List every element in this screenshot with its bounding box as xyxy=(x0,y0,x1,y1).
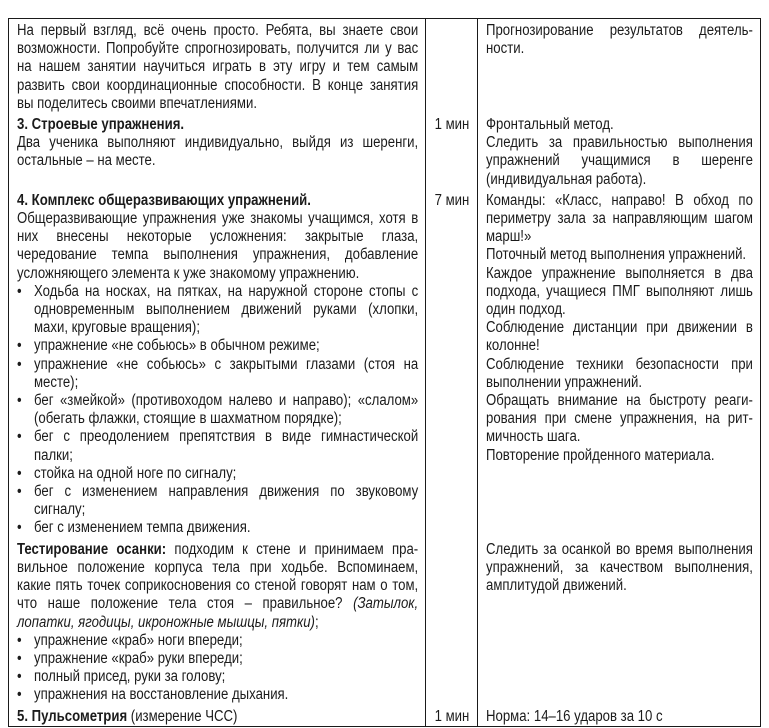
table-row-posture-test: Тестирование осанки: подходим к стене и … xyxy=(9,537,761,705)
content-cell: 5. Пульсометрия (измерение ЧСС) xyxy=(9,705,426,727)
notes-cell: Команды: «Класс, направо! В обход по пер… xyxy=(477,188,761,538)
exercise-list: • упражнение «краб» ноги впереди; • упражн… xyxy=(17,632,418,705)
bullet-marker: • xyxy=(17,668,22,686)
bullet-marker: • xyxy=(17,686,22,704)
note-paragraph: Соблюдение дистанции при движении в коло… xyxy=(486,319,753,355)
intro-paragraph: На первый взгляд, всё очень просто. Ребя… xyxy=(17,22,419,112)
content-cell: Тестирование осанки: подходим к стене и … xyxy=(9,538,426,705)
time-cell xyxy=(425,537,478,705)
section-text: Общеразвивающие упражнения уже знакомы у… xyxy=(17,210,419,282)
bullet-marker: • xyxy=(17,631,22,649)
exercise-list: • Ходьба на носках, на пятках, на наружно… xyxy=(17,283,418,538)
pulse-text: (измерение ЧСС) xyxy=(127,707,238,725)
note-paragraph: Следить за правильностью выполне­ния упр… xyxy=(486,134,753,188)
lesson-plan-table: На первый взгляд, всё очень просто. Ребя… xyxy=(8,18,761,727)
note-paragraph: Команды: «Класс, направо! В обход по пер… xyxy=(486,191,753,246)
bullet-marker: • xyxy=(17,483,22,501)
note-paragraph: Норма: 14–16 ударов за 10 с xyxy=(486,707,663,725)
list-item-text: упражнение «краб» ноги впереди; xyxy=(34,631,243,649)
time-value: 1 мин xyxy=(434,707,470,725)
bullet-marker: • xyxy=(17,355,22,373)
content-cell: 4. Комплекс общеразвивающих упражнений. … xyxy=(9,189,426,538)
list-item: • бег с изменением направления движения п… xyxy=(17,483,418,519)
list-item-text: упражнение «не собьюсь» с закрытыми глаз… xyxy=(34,355,419,391)
posture-paragraph: Тестирование осанки: подходим к стене и … xyxy=(17,541,418,632)
time-cell: 1 мин xyxy=(425,704,478,727)
list-item-text: упражнение «краб» руки впереди; xyxy=(34,649,243,667)
list-item: • упражнение «краб» руки впереди; xyxy=(17,650,418,668)
time-cell xyxy=(425,18,478,114)
pulse-paragraph: 5. Пульсометрия (измерение ЧСС) xyxy=(17,708,418,726)
time-cell: 1 мин xyxy=(425,113,478,189)
notes-cell: Следить за осанкой во время выполне­ния … xyxy=(477,537,761,705)
list-item: • полный присед, руки за голову; xyxy=(17,668,418,686)
section-heading: 3. Строевые упражнения. xyxy=(17,116,185,134)
list-item: • упражнение «краб» ноги впереди; xyxy=(17,632,418,650)
notes-cell: Норма: 14–16 ударов за 10 с xyxy=(477,704,761,727)
list-item-text: Ходьба на носках, на пятках, на наружной… xyxy=(34,282,419,337)
list-item: • Ходьба на носках, на пятках, на наружно… xyxy=(17,283,418,338)
note-paragraph: Фронтальный метод. xyxy=(486,116,614,134)
note-paragraph: Каждое упражнение выполняется в два подх… xyxy=(486,264,753,319)
section-text: Два ученика выполняют индивидуально, вый… xyxy=(17,134,419,170)
bullet-marker: • xyxy=(17,392,22,410)
content-cell: 3. Строевые упражнения. Два ученика выпо… xyxy=(9,113,426,189)
list-item-text: бег «змейкой» (противоходом налево и нап… xyxy=(34,392,419,428)
list-item: • бег с преодолением препятствия в виде г… xyxy=(17,428,418,464)
posture-lead: Тестирование осанки: xyxy=(17,540,167,558)
list-item: • упражнения на восстановление дыхания. xyxy=(17,686,418,704)
time-cell: 7 мин xyxy=(425,188,478,538)
notes-cell: Прогнозирование результатов деятель­ност… xyxy=(477,18,761,114)
pulse-lead: 5. Пульсометрия xyxy=(17,707,128,725)
list-item: • бег с изменением темпа движения. xyxy=(17,519,418,537)
list-item: • стойка на одной ноге по сигналу; xyxy=(17,465,418,483)
content-cell: На первый взгляд, всё очень просто. Ребя… xyxy=(9,19,426,114)
table-row-drill-exercises: 3. Строевые упражнения. Два ученика выпо… xyxy=(9,113,761,189)
table-row-intro: На первый взгляд, всё очень просто. Ребя… xyxy=(9,18,761,114)
table-row-pulse-check: 5. Пульсометрия (измерение ЧСС) 1 мин Но… xyxy=(9,704,761,727)
posture-tail: ; xyxy=(314,613,319,631)
posture-italic: (Заты­лок, лопатки, ягодицы, икроножные … xyxy=(17,595,419,631)
list-item-text: упражнение «не собьюсь» в обычном режиме… xyxy=(34,337,320,355)
notes-cell: Фронтальный метод. Следить за правильнос… xyxy=(477,113,761,189)
note-paragraph: Обращать внимание на быстроту реаги­рова… xyxy=(486,392,753,446)
bullet-marker: • xyxy=(17,428,22,446)
section-heading: 4. Комплекс общеразвивающих упражнений. xyxy=(17,191,311,209)
note-paragraph: Соблюдение техники безопасности при выпо… xyxy=(486,355,753,391)
list-item-text: бег с преодолением препятствия в виде ги… xyxy=(34,428,419,464)
list-item: • упражнение «не собьюсь» в обычном режим… xyxy=(17,337,418,355)
note-paragraph: Следить за осанкой во время выполне­ния … xyxy=(486,540,753,595)
time-value: 1 мин xyxy=(434,116,470,134)
list-item-text: полный присед, руки за голову; xyxy=(34,668,226,686)
note-paragraph: Повторение пройденного материала. xyxy=(486,446,715,464)
time-value: 7 мин xyxy=(434,191,470,209)
note-paragraph: Поточный метод выполнения упражне­ний. xyxy=(486,246,747,264)
bullet-marker: • xyxy=(17,464,22,482)
list-item: • упражнение «не собьюсь» с закрытыми гла… xyxy=(17,356,418,392)
list-item-text: стойка на одной ноге по сигналу; xyxy=(34,464,237,482)
list-item: • бег «змейкой» (противоходом налево и на… xyxy=(17,392,418,428)
list-item-text: бег с изменением темпа движения. xyxy=(34,519,251,537)
list-item-text: бег с изменением направления движения по… xyxy=(34,483,419,519)
table-row-general-exercises: 4. Комплекс общеразвивающих упражнений. … xyxy=(9,188,761,538)
list-item-text: упражнения на восстановление дыхания. xyxy=(34,686,289,704)
bullet-marker: • xyxy=(17,519,22,537)
bullet-marker: • xyxy=(17,337,22,355)
note-paragraph: Прогнозирование результатов деятель­ност… xyxy=(486,22,753,58)
posture-text: подходим к стене и принимаем пра­вильное… xyxy=(17,540,419,613)
bullet-marker: • xyxy=(17,282,22,300)
bullet-marker: • xyxy=(17,649,22,667)
